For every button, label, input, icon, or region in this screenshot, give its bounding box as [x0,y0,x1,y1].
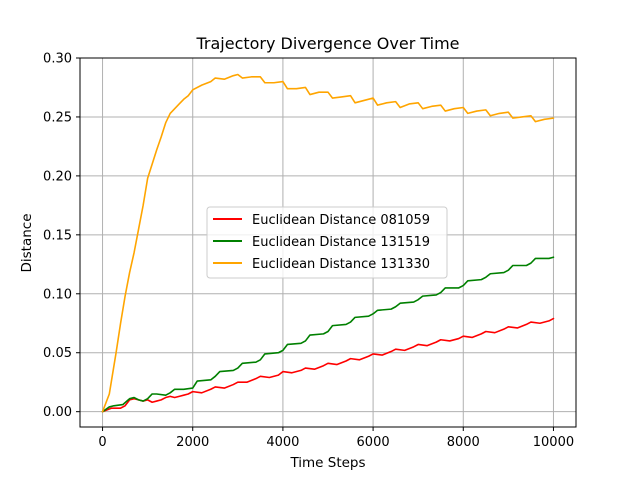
x-tick-label: 8000 [447,435,480,450]
x-axis-label: Time Steps [289,455,365,471]
y-tick-label: 0.05 [43,346,72,361]
y-tick-label: 0.10 [43,287,72,302]
y-tick-label: 0.25 [43,110,72,125]
series-line-131330 [101,73,555,413]
legend-label-081059: Euclidean Distance 081059 [252,213,430,228]
x-tick-label: 2000 [176,435,209,450]
series-layer [101,73,555,413]
legend-label-131330: Euclidean Distance 131330 [252,257,430,272]
y-tick-label: 0.15 [43,228,72,243]
plot-frame [79,57,577,428]
y-axis-label: Distance [19,213,35,272]
chart-title: Trajectory Divergence Over Time [195,34,459,53]
legend-frame [206,206,448,279]
y-tick-label: 0.20 [43,169,72,184]
legend: Euclidean Distance 081059 Euclidean Dist… [206,206,448,279]
series-line-081059 [101,317,555,413]
tick-layer: 0 2000 4000 6000 8000 10000 0.00 0.05 0.10 0.15 0.… [43,52,574,451]
series-line-131519 [101,256,555,413]
x-tick-label: 0 [98,435,106,450]
x-tick-label: 4000 [266,435,299,450]
x-tick-label: 10000 [533,435,574,450]
x-tick-label: 6000 [357,435,390,450]
y-tick-label: 0.00 [43,405,72,420]
legend-label-131519: Euclidean Distance 131519 [252,235,430,250]
y-tick-label: 0.30 [43,52,72,67]
